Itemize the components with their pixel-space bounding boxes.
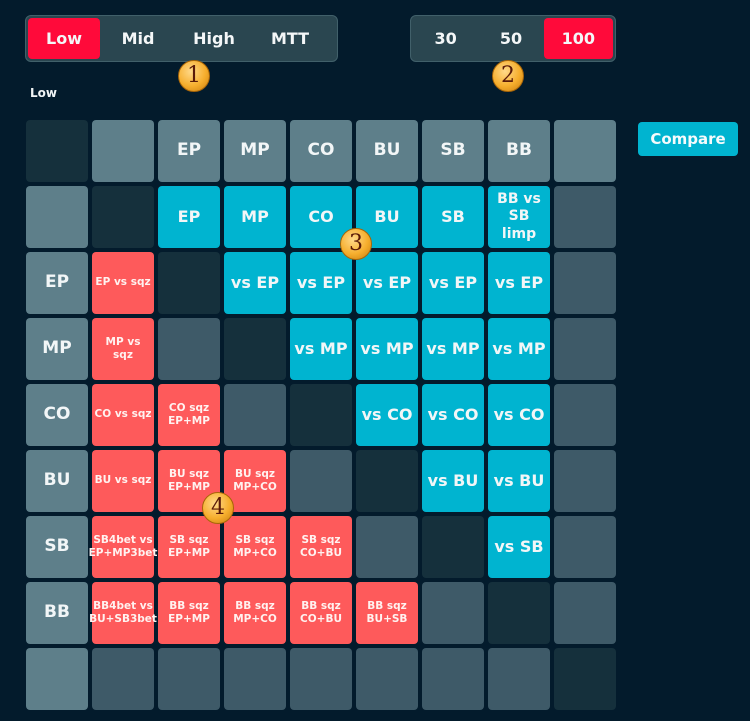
spot-cell-open-raise[interactable]: vs EP xyxy=(356,252,418,314)
spot-cell-squeeze[interactable]: CO sqz EP+MP xyxy=(158,384,220,446)
empty-cell xyxy=(554,186,616,248)
empty-cell xyxy=(554,252,616,314)
empty-cell xyxy=(422,648,484,710)
row-header: SB xyxy=(26,516,88,578)
row-header: MP xyxy=(26,318,88,380)
current-level-label: Low xyxy=(30,86,57,100)
empty-cell xyxy=(158,318,220,380)
spot-cell-open-raise[interactable]: CO xyxy=(290,186,352,248)
stack-option-30[interactable]: 30 xyxy=(434,29,457,48)
spot-cell-squeeze[interactable]: SB4bet vs EP+MP3bet xyxy=(89,516,157,578)
spot-cell-squeeze[interactable]: BU vs sqz xyxy=(92,450,154,512)
diagonal-empty-cell xyxy=(290,384,352,446)
spot-cell-open-raise[interactable]: vs CO xyxy=(422,384,484,446)
spot-cell-open-raise[interactable]: vs EP xyxy=(224,252,286,314)
spot-cell-open-raise[interactable]: vs BU xyxy=(488,450,550,512)
row-header: EP xyxy=(26,252,88,314)
spot-cell-squeeze[interactable]: BB4bet vs BU+SB3bet xyxy=(89,582,157,644)
spot-cell-open-raise[interactable]: vs CO xyxy=(488,384,550,446)
diagonal-empty-cell xyxy=(26,120,88,182)
diagonal-empty-cell xyxy=(356,450,418,512)
spot-cell-open-raise[interactable]: vs BU xyxy=(422,450,484,512)
stack-option-100[interactable]: 100 xyxy=(543,18,613,59)
empty-cell xyxy=(356,516,418,578)
diagonal-empty-cell xyxy=(158,252,220,314)
spot-cell-open-raise[interactable]: vs MP xyxy=(422,318,484,380)
annotation-badge-3: 3 xyxy=(340,228,372,260)
spot-cell-open-raise[interactable]: vs MP xyxy=(356,318,418,380)
row-header xyxy=(26,186,88,248)
spot-cell-open-raise[interactable]: vs EP xyxy=(488,252,550,314)
level-option-mid[interactable]: Mid xyxy=(121,29,155,48)
row-header: BB xyxy=(26,582,88,644)
spot-cell-open-raise[interactable]: MP xyxy=(224,186,286,248)
level-option-low[interactable]: Low xyxy=(28,18,100,59)
stack-option-50[interactable]: 50 xyxy=(499,29,523,48)
spot-cell-squeeze[interactable]: SB sqz CO+BU xyxy=(290,516,352,578)
spot-cell-squeeze[interactable]: SB sqz MP+CO xyxy=(224,516,286,578)
compare-button[interactable]: Compare xyxy=(638,122,738,156)
diagonal-empty-cell xyxy=(224,318,286,380)
level-option-mtt[interactable]: MTT xyxy=(270,29,310,48)
empty-cell xyxy=(92,648,154,710)
row-header: BU xyxy=(26,450,88,512)
spot-cell-open-raise[interactable]: vs CO xyxy=(356,384,418,446)
spot-cell-squeeze[interactable]: BB sqz CO+BU xyxy=(290,582,352,644)
empty-cell xyxy=(224,648,286,710)
empty-cell xyxy=(554,318,616,380)
diagonal-empty-cell xyxy=(554,648,616,710)
spot-cell-open-raise[interactable]: BB vs SB limp xyxy=(488,186,550,248)
empty-cell xyxy=(290,450,352,512)
spot-cell-squeeze[interactable]: MP vs sqz xyxy=(92,318,154,380)
empty-cell xyxy=(422,582,484,644)
empty-cell xyxy=(488,648,550,710)
spot-cell-open-raise[interactable]: EP xyxy=(158,186,220,248)
annotation-badge-2: 2 xyxy=(492,60,524,92)
diagonal-empty-cell xyxy=(92,186,154,248)
column-header: MP xyxy=(224,120,286,182)
empty-cell xyxy=(554,384,616,446)
annotation-badge-4: 4 xyxy=(202,492,234,524)
spot-cell-open-raise[interactable]: vs MP xyxy=(290,318,352,380)
column-header: CO xyxy=(290,120,352,182)
column-header: SB xyxy=(422,120,484,182)
level-option-high[interactable]: High xyxy=(193,29,235,48)
column-header xyxy=(554,120,616,182)
spot-cell-open-raise[interactable]: vs EP xyxy=(422,252,484,314)
spot-cell-squeeze[interactable]: SB sqz EP+MP xyxy=(158,516,220,578)
spot-cell-squeeze[interactable]: CO vs sqz xyxy=(92,384,154,446)
column-header xyxy=(92,120,154,182)
spot-cell-open-raise[interactable]: SB xyxy=(422,186,484,248)
column-header: BU xyxy=(356,120,418,182)
spot-cell-squeeze[interactable]: EP vs sqz xyxy=(92,252,154,314)
empty-cell xyxy=(158,648,220,710)
spot-cell-open-raise[interactable]: vs EP xyxy=(290,252,352,314)
column-header: EP xyxy=(158,120,220,182)
empty-cell xyxy=(554,450,616,512)
annotation-badge-1: 1 xyxy=(178,60,210,92)
spot-cell-squeeze[interactable]: BB sqz EP+MP xyxy=(158,582,220,644)
spot-cell-open-raise[interactable]: vs MP xyxy=(488,318,550,380)
diagonal-empty-cell xyxy=(422,516,484,578)
row-header: CO xyxy=(26,384,88,446)
level-selector: Low Mid High MTT xyxy=(25,15,338,62)
empty-cell xyxy=(356,648,418,710)
spot-cell-open-raise[interactable]: vs SB xyxy=(488,516,550,578)
empty-cell xyxy=(224,384,286,446)
empty-cell xyxy=(554,582,616,644)
diagonal-empty-cell xyxy=(488,582,550,644)
column-header: BB xyxy=(488,120,550,182)
spot-cell-squeeze[interactable]: BU sqz MP+CO xyxy=(224,450,286,512)
spot-cell-squeeze[interactable]: BB sqz MP+CO xyxy=(224,582,286,644)
range-matrix: EP MP CO BU SB BB EP MP CO BU SB BB vs SB limp EP EP … xyxy=(26,120,616,710)
spot-cell-squeeze[interactable]: BB sqz BU+SB xyxy=(356,582,418,644)
empty-cell xyxy=(290,648,352,710)
empty-cell xyxy=(554,516,616,578)
row-header xyxy=(26,648,88,710)
stack-depth-selector: 30 50 100 xyxy=(410,15,616,62)
